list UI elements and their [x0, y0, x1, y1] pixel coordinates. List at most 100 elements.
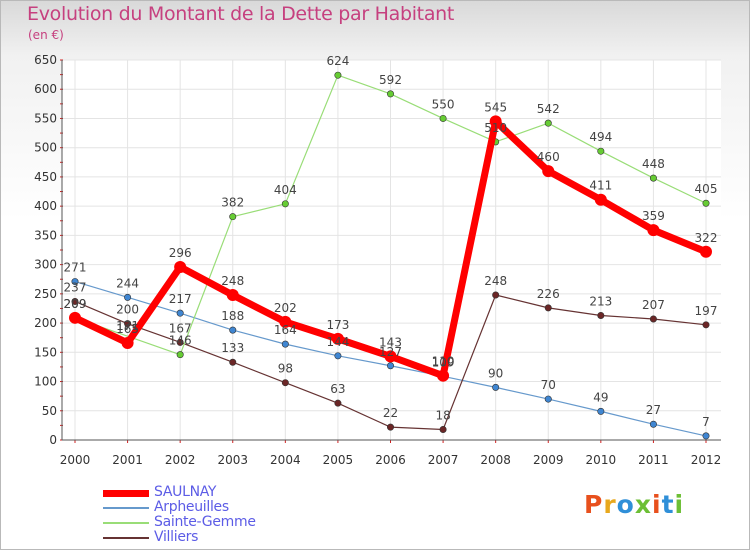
data-label: 411	[589, 179, 612, 193]
chart-unit: (en €)	[28, 28, 64, 42]
data-point	[597, 311, 605, 319]
legend-label: SAULNAY	[154, 484, 217, 500]
data-label: 248	[221, 274, 244, 288]
data-point	[121, 336, 134, 349]
data-point	[437, 369, 450, 382]
data-label: 404	[274, 183, 297, 197]
data-point	[71, 278, 79, 286]
data-label: 197	[695, 304, 718, 318]
legend-swatch	[103, 537, 149, 539]
data-point	[386, 362, 394, 370]
data-point	[439, 114, 447, 122]
data-label: 49	[593, 390, 608, 404]
y-tick-label: 150	[34, 345, 57, 359]
data-label: 188	[221, 309, 244, 323]
y-tick-label: 0	[49, 433, 57, 447]
data-label: 18	[435, 408, 450, 422]
data-label: 248	[484, 274, 507, 288]
data-label: 213	[589, 294, 612, 308]
data-label: 70	[541, 378, 556, 392]
y-tick-label: 600	[34, 82, 57, 96]
y-tick-label: 550	[34, 111, 57, 125]
data-point	[331, 332, 344, 345]
data-label: 359	[642, 209, 665, 223]
data-label: 109	[432, 355, 455, 369]
legend-label: Arpheuilles	[154, 499, 229, 515]
data-label: 171	[116, 319, 139, 333]
data-point	[384, 350, 397, 363]
y-tick-label: 400	[34, 199, 57, 213]
x-tick-label: 2011	[638, 453, 669, 467]
y-tick-label: 200	[34, 316, 57, 330]
data-label: 202	[274, 301, 297, 315]
y-tick-label: 500	[34, 141, 57, 155]
data-label: 448	[642, 157, 665, 171]
data-point	[229, 358, 237, 366]
data-label: 510	[484, 121, 507, 135]
data-point	[649, 315, 657, 323]
data-label: 542	[537, 102, 560, 116]
data-label: 405	[695, 182, 718, 196]
chart-title: Evolution du Montant de la Dette par Hab…	[27, 3, 455, 25]
data-label: 550	[432, 97, 455, 111]
data-point	[226, 289, 239, 302]
data-point	[544, 395, 552, 403]
data-label: 98	[278, 362, 293, 376]
data-point	[649, 174, 657, 182]
data-point	[386, 90, 394, 98]
y-tick-label: 650	[34, 53, 57, 67]
y-tick-label: 450	[34, 170, 57, 184]
data-label: 200	[116, 303, 139, 317]
legend-swatch	[103, 489, 149, 497]
x-tick-label: 2009	[533, 453, 564, 467]
data-label: 460	[537, 150, 560, 164]
data-label: 144	[326, 335, 349, 349]
data-label: 90	[488, 366, 503, 380]
x-tick-label: 2004	[270, 453, 301, 467]
data-label: 207	[642, 298, 665, 312]
data-label: 592	[379, 73, 402, 87]
data-point	[702, 432, 710, 440]
plot-area	[62, 60, 721, 440]
data-point	[597, 147, 605, 155]
x-tick-label: 2002	[165, 453, 196, 467]
data-point	[279, 315, 292, 328]
data-point	[124, 320, 132, 328]
series-line-sainte-gemme	[74, 74, 707, 356]
data-label: 237	[64, 280, 87, 294]
y-tick-label: 350	[34, 228, 57, 242]
x-tick-label: 2001	[112, 453, 143, 467]
data-label: 545	[484, 100, 507, 114]
data-label: 244	[116, 276, 139, 290]
data-point	[594, 193, 607, 206]
data-label: 226	[537, 287, 560, 301]
data-point	[544, 304, 552, 312]
data-point	[700, 245, 712, 258]
x-tick-label: 2003	[217, 453, 248, 467]
data-point	[492, 383, 500, 391]
data-point	[542, 165, 555, 178]
data-label: 143	[379, 335, 402, 349]
data-point	[176, 351, 184, 359]
y-tick-label: 100	[34, 375, 57, 389]
legend-swatch	[103, 507, 149, 509]
data-point	[176, 338, 184, 346]
data-label: 167	[169, 321, 192, 335]
data-label: 22	[383, 406, 398, 420]
data-label: 173	[326, 318, 349, 332]
legend-label: Sainte-Gemme	[154, 514, 256, 530]
data-label: 217	[169, 292, 192, 306]
data-point	[702, 199, 710, 207]
data-label: 209	[64, 297, 87, 311]
data-label: 146	[169, 334, 192, 348]
data-point	[489, 115, 502, 128]
data-point	[229, 213, 237, 221]
data-point	[69, 311, 81, 324]
legend-label: Villiers	[154, 529, 199, 545]
data-point	[334, 71, 342, 79]
x-tick-label: 2000	[60, 453, 91, 467]
data-point	[597, 407, 605, 415]
data-point	[281, 340, 289, 348]
data-point	[702, 321, 710, 329]
